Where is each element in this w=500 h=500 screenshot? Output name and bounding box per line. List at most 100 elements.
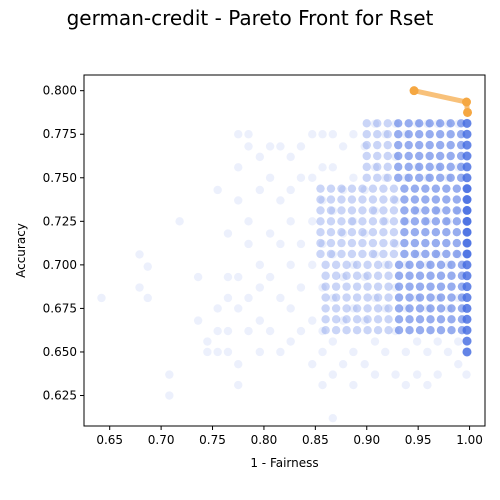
y-tick-label: 0.725	[43, 214, 77, 228]
scatter-point	[349, 347, 358, 357]
scatter-point	[433, 293, 442, 303]
dense-point	[462, 216, 472, 226]
dense-point	[426, 315, 435, 324]
dense-point	[383, 173, 392, 182]
dense-point	[414, 162, 424, 172]
scatter-point	[318, 196, 327, 205]
dense-point	[383, 140, 392, 150]
dense-point	[383, 162, 392, 172]
dense-point	[347, 184, 357, 193]
dense-point	[404, 119, 413, 128]
scatter-point	[401, 380, 411, 390]
scatter-point	[296, 142, 306, 151]
dense-point	[347, 238, 357, 248]
scatter-point	[412, 163, 422, 172]
scatter-point	[370, 370, 380, 379]
dense-point	[394, 293, 404, 302]
dense-point	[425, 119, 434, 128]
scatter-point	[454, 163, 463, 172]
scatter-point	[338, 185, 348, 195]
dense-point	[462, 151, 472, 161]
dense-point	[373, 151, 382, 161]
dense-point	[321, 282, 330, 291]
dense-point	[462, 173, 472, 183]
dense-point	[414, 140, 424, 150]
scatter-point	[381, 173, 390, 182]
scatter-point	[308, 173, 317, 182]
dense-point	[362, 162, 371, 172]
dense-point	[431, 184, 441, 193]
dense-point	[352, 325, 362, 335]
scatter-point	[328, 413, 338, 423]
scatter-point	[286, 152, 295, 162]
scatter-point	[318, 380, 327, 390]
scatter-point	[286, 217, 295, 226]
scatter-point	[462, 217, 471, 226]
dense-point	[425, 151, 434, 161]
scatter-point	[391, 239, 400, 249]
x-axis-label: 1 - Fairness	[250, 456, 318, 470]
scatter-point	[401, 173, 411, 182]
scatter-point	[443, 260, 453, 270]
dense-point	[316, 206, 325, 215]
scatter-point	[296, 173, 306, 182]
dense-point	[414, 151, 424, 161]
scatter-point	[391, 196, 400, 205]
dense-point	[400, 184, 409, 193]
dense-point	[363, 271, 372, 280]
x-tick-label: 0.85	[302, 433, 329, 447]
dense-point	[442, 195, 451, 204]
scatter-point	[276, 347, 285, 357]
dense-point	[326, 249, 336, 259]
dense-point	[394, 173, 403, 182]
x-axis-ticks: 0.65 0.70 0.75 0.80 0.85 0.90 0.95 1.00	[96, 426, 483, 447]
scatter-point	[423, 119, 432, 128]
dense-point	[462, 195, 472, 205]
dense-point	[447, 293, 456, 302]
scatter-point	[381, 217, 390, 226]
dense-point	[337, 228, 346, 237]
dense-point	[337, 184, 346, 193]
dense-point	[368, 206, 378, 215]
scatter-point	[255, 152, 265, 162]
scatter-point	[265, 229, 275, 238]
dense-point	[415, 315, 425, 324]
dense-point	[431, 195, 441, 204]
scatter-point	[328, 250, 338, 259]
dense-point	[462, 260, 472, 270]
scatter-point	[193, 316, 203, 325]
scatter-point	[443, 217, 453, 226]
scatter-point	[255, 260, 265, 270]
dense-point	[389, 228, 399, 237]
scatter-point	[433, 119, 442, 128]
dense-point	[462, 162, 472, 172]
dense-point	[462, 325, 472, 335]
dense-point	[373, 162, 382, 172]
dense-point	[405, 304, 414, 313]
scatter-point	[193, 272, 203, 282]
dense-point	[342, 293, 351, 302]
dense-point	[394, 119, 403, 128]
scatter-point	[338, 272, 348, 282]
dense-point	[436, 304, 446, 313]
dense-point	[384, 260, 393, 270]
scatter-point	[244, 326, 253, 336]
dense-point	[373, 140, 382, 150]
dense-point	[379, 195, 388, 204]
dense-point	[363, 315, 372, 324]
dense-point	[404, 151, 413, 161]
scatter-point	[391, 326, 400, 336]
dense-point	[316, 184, 325, 193]
scatter-point	[265, 326, 275, 336]
dense-point	[404, 173, 413, 182]
dense-point	[447, 315, 456, 324]
dense-point	[316, 217, 325, 226]
scatter-point	[370, 206, 380, 216]
scatter-point	[391, 152, 400, 162]
dense-point	[446, 162, 455, 172]
scatter-point	[213, 304, 222, 313]
scatter-point	[234, 130, 243, 139]
scatter-point	[338, 142, 348, 151]
x-tick-label: 1.00	[456, 433, 483, 447]
scatter-point	[234, 272, 243, 282]
